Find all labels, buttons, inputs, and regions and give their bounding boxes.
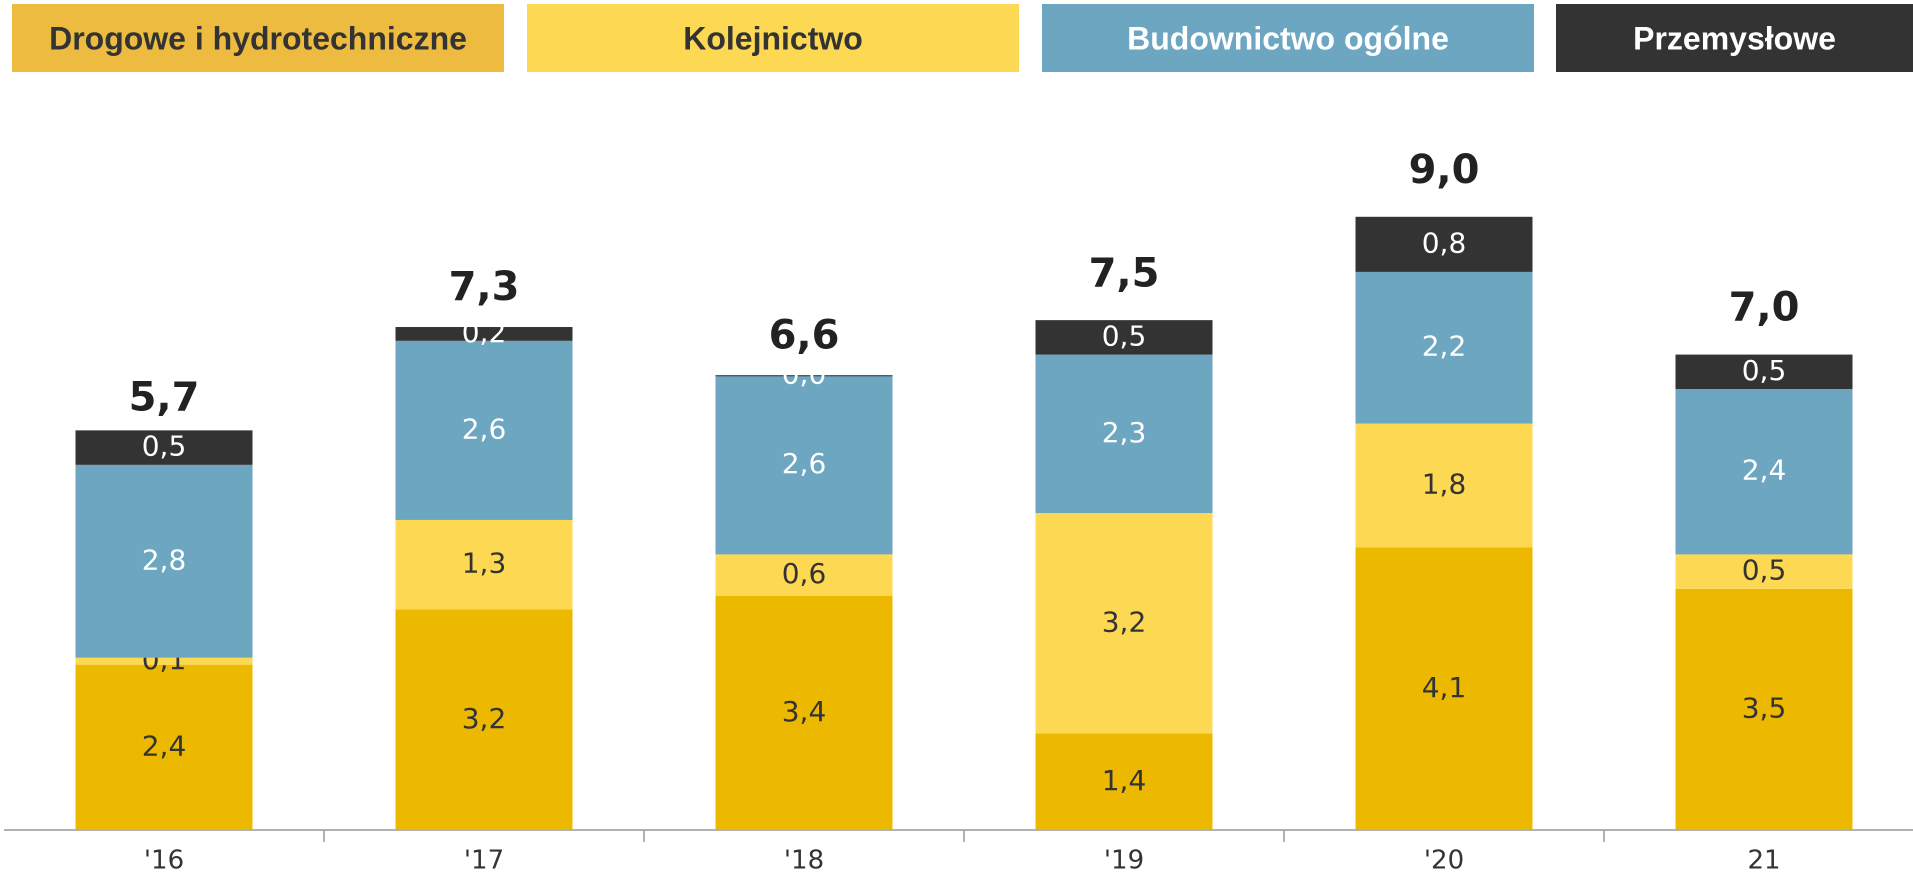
- x-tick-label: '16: [144, 846, 184, 876]
- legend-swatch: [1556, 4, 1913, 72]
- data-label: 3,2: [1102, 605, 1147, 638]
- data-label: 0,5: [1102, 319, 1147, 352]
- bar-segment: [1355, 216, 1533, 272]
- bar-segment: [75, 664, 253, 830]
- bar-segment: [1355, 423, 1533, 548]
- total-label: 9,0: [1409, 147, 1480, 193]
- total-label: 7,0: [1729, 285, 1800, 331]
- total-label: 7,5: [1089, 250, 1160, 296]
- legend-swatch: [527, 4, 1019, 72]
- total-label: 5,7: [129, 374, 200, 420]
- data-label: 3,2: [462, 702, 507, 735]
- data-label: 2,2: [1422, 330, 1467, 363]
- data-label: 2,8: [142, 543, 187, 576]
- x-tick-label: '17: [464, 846, 504, 876]
- bar-segment: [395, 340, 573, 520]
- bar-segment: [1675, 354, 1853, 390]
- legend-swatch: [1042, 4, 1534, 72]
- data-label: 1,4: [1102, 764, 1147, 797]
- data-label: 1,3: [462, 547, 507, 580]
- data-label: 0,5: [1742, 554, 1787, 587]
- bar-segment: [1675, 588, 1853, 830]
- total-label: 6,6: [769, 312, 840, 358]
- data-label: 3,4: [782, 695, 827, 728]
- data-label: 1,8: [1422, 468, 1467, 501]
- bar-segment: [75, 430, 253, 465]
- bar-segment: [715, 375, 893, 377]
- legend-label: Kolejnictwo: [683, 20, 863, 56]
- data-label: 2,4: [142, 729, 187, 762]
- bar-segment: [75, 464, 253, 658]
- bar-segment: [1035, 320, 1213, 355]
- data-label: 2,4: [1742, 454, 1787, 487]
- legend-swatch: [12, 4, 504, 72]
- data-label: 0,6: [782, 557, 827, 590]
- legend-label: Drogowe i hydrotechniczne: [49, 20, 467, 56]
- x-tick-label: '19: [1104, 846, 1144, 876]
- bar-segment: [1035, 513, 1213, 734]
- bar-segment: [1675, 389, 1853, 555]
- bar-segment: [1355, 547, 1533, 830]
- bar-segment: [1675, 554, 1853, 589]
- data-label: 2,3: [1102, 416, 1147, 449]
- bar-segment: [1035, 733, 1213, 830]
- total-label: 7,3: [449, 264, 520, 310]
- bar-segment: [395, 327, 573, 341]
- data-label: 0,5: [1742, 354, 1787, 387]
- bar-segment: [395, 519, 573, 610]
- bar-segment: [1355, 271, 1533, 424]
- legend-label: Budownictwo ogólne: [1127, 20, 1449, 56]
- x-tick-label: '18: [784, 846, 824, 876]
- bar-segment: [1035, 354, 1213, 514]
- bar-segment: [75, 657, 253, 665]
- data-label: 0,8: [1422, 226, 1467, 259]
- data-label: 0,0: [782, 357, 827, 390]
- data-label: 0,2: [462, 316, 507, 349]
- legend-label: Przemysłowe: [1633, 20, 1836, 56]
- bar-segment: [715, 595, 893, 830]
- bar-segment: [715, 375, 893, 555]
- data-label: 0,5: [142, 430, 187, 463]
- x-tick-label: '20: [1424, 846, 1464, 876]
- bar-segment: [395, 609, 573, 830]
- data-label: 2,6: [782, 447, 827, 480]
- x-tick-label: 21: [1747, 846, 1780, 876]
- data-label: 4,1: [1422, 671, 1467, 704]
- data-label: 2,6: [462, 412, 507, 445]
- data-label: 3,5: [1742, 691, 1787, 724]
- bar-segment: [715, 554, 893, 596]
